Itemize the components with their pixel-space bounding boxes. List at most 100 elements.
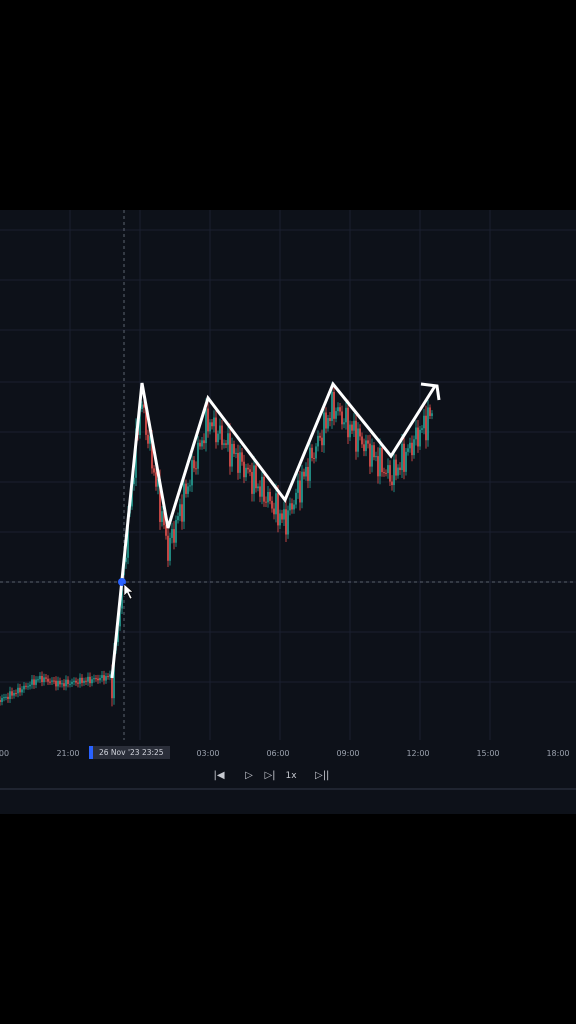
candle — [81, 677, 83, 683]
candle — [229, 433, 231, 467]
candle — [431, 413, 433, 416]
candle — [1, 698, 3, 702]
candle — [359, 428, 361, 437]
candle — [139, 408, 141, 435]
candle — [47, 678, 49, 682]
candle — [429, 407, 431, 416]
candle — [335, 411, 337, 419]
candle — [25, 685, 27, 687]
candle — [309, 447, 311, 481]
candle — [113, 650, 115, 699]
candle — [41, 675, 43, 683]
candle — [33, 679, 35, 685]
candle — [247, 467, 249, 470]
candle — [373, 445, 375, 458]
candles — [0, 382, 433, 707]
candle — [151, 436, 153, 469]
candle — [39, 675, 41, 680]
candle — [423, 415, 425, 429]
candle — [315, 446, 317, 459]
candle — [241, 452, 243, 462]
candle — [279, 513, 281, 526]
candle — [399, 467, 401, 471]
candle — [79, 677, 81, 684]
candle — [297, 480, 299, 493]
candle — [103, 675, 105, 681]
candle — [147, 434, 149, 444]
candle — [235, 452, 237, 454]
candle — [53, 680, 55, 682]
candle — [329, 418, 331, 421]
play-icon[interactable]: ▷ — [245, 770, 253, 781]
candle — [19, 687, 21, 693]
pattern-arrowhead-icon — [420, 382, 441, 401]
candle — [163, 511, 165, 526]
candle — [321, 437, 323, 446]
candle — [327, 418, 329, 429]
candle — [375, 456, 377, 458]
candle — [271, 500, 273, 509]
candle — [351, 424, 353, 431]
candle — [295, 492, 297, 505]
candle — [61, 683, 63, 685]
candle — [331, 391, 333, 421]
candle — [125, 557, 127, 562]
candle — [255, 465, 257, 489]
candle — [199, 442, 201, 447]
candle — [405, 451, 407, 472]
replay-controls: |◀ ▷ ▷| 1x ▷|| — [0, 766, 576, 786]
candle — [419, 429, 421, 447]
candle — [5, 696, 7, 698]
candle — [389, 465, 391, 482]
candle — [239, 452, 241, 473]
candle — [231, 443, 233, 467]
candle — [211, 422, 213, 427]
candle — [265, 501, 267, 503]
chart-panel[interactable]: 00 21:00 03:00 06:00 09:00 12:00 15:00 18:00 26… — [0, 210, 576, 814]
candle — [75, 680, 77, 683]
candle — [183, 483, 185, 522]
candle — [293, 504, 295, 510]
candle — [35, 679, 37, 685]
candle — [83, 680, 85, 683]
candle — [167, 535, 169, 561]
candle — [117, 626, 119, 642]
candle — [411, 442, 413, 456]
candle — [67, 679, 69, 685]
candle — [379, 447, 381, 477]
candle — [85, 680, 87, 682]
candle — [363, 444, 365, 452]
candle — [107, 676, 109, 678]
drawn-zigzag-pattern[interactable] — [110, 381, 437, 679]
speed-button[interactable]: 1x — [285, 771, 297, 781]
candle — [195, 468, 197, 470]
price-chart[interactable]: 00 21:00 03:00 06:00 09:00 12:00 15:00 18:00 — [0, 210, 576, 814]
jump-to-realtime-icon[interactable]: ▷|| — [315, 770, 330, 781]
candle — [301, 471, 303, 503]
jump-to-start-icon[interactable]: |◀ — [213, 770, 225, 781]
candle — [415, 427, 417, 440]
candle — [11, 691, 13, 696]
candle — [171, 529, 173, 538]
candle — [299, 480, 301, 503]
step-forward-icon[interactable]: ▷| — [264, 770, 276, 781]
candle — [397, 467, 399, 476]
footer-strip — [0, 790, 576, 814]
candle — [401, 443, 403, 471]
candle — [109, 674, 111, 677]
candle — [59, 680, 61, 685]
candle — [49, 681, 51, 683]
candle — [261, 476, 263, 497]
candle — [37, 679, 39, 681]
candle — [281, 513, 283, 520]
time-axis: 00 21:00 03:00 06:00 09:00 12:00 15:00 18:00 — [0, 749, 570, 758]
candle — [403, 443, 405, 472]
candle — [371, 445, 373, 467]
candle — [343, 422, 345, 425]
candle — [305, 466, 307, 477]
candle — [257, 486, 259, 489]
candle — [287, 510, 289, 535]
x-tick-label: 21:00 — [56, 749, 79, 758]
candle — [217, 433, 219, 443]
candle — [69, 683, 71, 685]
